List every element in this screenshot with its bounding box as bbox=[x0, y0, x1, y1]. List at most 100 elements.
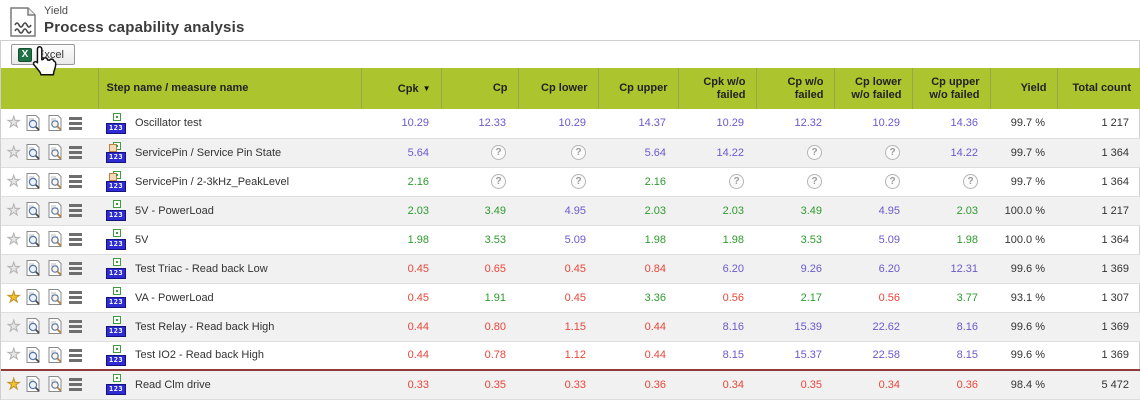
step-type-icon: 123 bbox=[106, 374, 128, 396]
preview-large-button[interactable] bbox=[25, 289, 42, 306]
total-count-value: 5 472 bbox=[1057, 369, 1140, 400]
cp-value: 1.91 bbox=[441, 283, 518, 313]
preview-large-button[interactable] bbox=[25, 144, 42, 161]
column-header-yield[interactable]: Yield bbox=[990, 68, 1058, 109]
cpk-wo-failed-value: 10.29 bbox=[678, 109, 756, 139]
preview-small-button[interactable] bbox=[47, 289, 64, 306]
column-header-step-name[interactable]: Step name / measure name bbox=[98, 68, 362, 109]
cp-upper-value: 14.37 bbox=[598, 109, 678, 139]
unknown-value-icon: ? bbox=[571, 174, 586, 189]
preview-small-button[interactable] bbox=[47, 114, 64, 132]
preview-large-button[interactable] bbox=[25, 231, 42, 248]
cp-lower-wo-failed-value: ? bbox=[834, 167, 912, 197]
preview-large-button[interactable] bbox=[25, 173, 42, 190]
cpk-value: 0.45 bbox=[361, 283, 441, 313]
preview-small-button[interactable] bbox=[47, 260, 64, 277]
favorite-star-icon[interactable]: ★ bbox=[6, 259, 21, 277]
row-menu-button[interactable] bbox=[69, 204, 83, 217]
step-type-icon: 123 bbox=[106, 171, 128, 192]
export-excel-button[interactable]: X Excel bbox=[11, 44, 75, 65]
row-menu-button[interactable] bbox=[69, 262, 83, 275]
cp-upper-value: 0.84 bbox=[598, 254, 678, 284]
table-row: ★ bbox=[1, 196, 1140, 226]
preview-large-button[interactable] bbox=[25, 114, 42, 132]
column-header-cp[interactable]: Cp bbox=[441, 68, 519, 109]
total-count-value: 1 217 bbox=[1057, 109, 1140, 139]
cpk-wo-failed-value: 0.56 bbox=[678, 283, 756, 313]
row-menu-button[interactable] bbox=[69, 146, 83, 159]
cp-value: 0.80 bbox=[441, 312, 518, 342]
cp-lower-value: 0.45 bbox=[518, 254, 598, 284]
cp-lower-value: ? bbox=[518, 167, 598, 197]
cp-upper-wo-failed-value: 2.03 bbox=[912, 196, 990, 226]
page-category: Yield bbox=[44, 5, 69, 17]
preview-large-button[interactable] bbox=[25, 346, 42, 364]
preview-small-button[interactable] bbox=[47, 376, 64, 393]
document-magnifier-small-icon bbox=[48, 318, 62, 334]
cp-upper-wo-failed-value: 8.15 bbox=[912, 341, 990, 371]
favorite-star-icon[interactable]: ★ bbox=[6, 172, 21, 190]
document-magnifier-icon bbox=[26, 144, 41, 160]
column-header-cp-wo-failed[interactable]: Cp w/o failed bbox=[756, 68, 835, 109]
favorite-star-icon[interactable]: ★ bbox=[6, 317, 21, 335]
cpk-value: 0.44 bbox=[361, 312, 441, 342]
cpk-header-label: Cpk bbox=[397, 82, 419, 95]
preview-small-button[interactable] bbox=[47, 173, 64, 190]
total-count-value: 1 364 bbox=[1057, 138, 1140, 168]
total-count-value: 1 364 bbox=[1057, 167, 1140, 197]
preview-large-button[interactable] bbox=[25, 376, 42, 393]
step-name-label: Test Relay - Read back High bbox=[135, 320, 275, 333]
unknown-value-icon: ? bbox=[491, 174, 506, 189]
preview-small-button[interactable] bbox=[47, 202, 64, 219]
preview-small-button[interactable] bbox=[47, 346, 64, 364]
preview-large-button[interactable] bbox=[25, 260, 42, 277]
unknown-value-icon: ? bbox=[571, 145, 586, 160]
step-type-icon: 123 bbox=[106, 112, 128, 134]
table-row: ★ bbox=[1, 341, 1140, 371]
favorite-star-icon[interactable]: ★ bbox=[6, 143, 21, 161]
cp-upper-value: 0.44 bbox=[598, 312, 678, 342]
preview-large-button[interactable] bbox=[25, 318, 42, 335]
preview-small-button[interactable] bbox=[47, 231, 64, 248]
favorite-star-icon[interactable]: ★ bbox=[6, 201, 21, 219]
preview-small-button[interactable] bbox=[47, 144, 64, 161]
row-menu-button[interactable] bbox=[69, 233, 83, 246]
yield-value: 93.1 % bbox=[990, 283, 1057, 313]
row-menu-button[interactable] bbox=[69, 175, 83, 188]
column-header-cp-upper-wo-failed[interactable]: Cp upper w/o failed bbox=[912, 68, 991, 109]
cp-lower-wo-failed-value: 0.34 bbox=[834, 369, 912, 400]
cp-upper-wo-failed-value: 3.77 bbox=[912, 283, 990, 313]
table-row: ★ bbox=[1, 167, 1140, 197]
cp-upper-wo-failed-value: 12.31 bbox=[912, 254, 990, 284]
column-header-cpk[interactable]: Cpk ▼ bbox=[361, 68, 442, 109]
cp-lower-wo-failed-value: 0.56 bbox=[834, 283, 912, 313]
column-header-cp-lower-wo-failed[interactable]: Cp lower w/o failed bbox=[834, 68, 913, 109]
cpk-value: 2.03 bbox=[361, 196, 441, 226]
row-menu-button[interactable] bbox=[69, 116, 83, 130]
unknown-value-icon: ? bbox=[885, 174, 900, 189]
table-row: ★ bbox=[1, 225, 1140, 255]
total-count-value: 1 217 bbox=[1057, 196, 1140, 226]
preview-large-button[interactable] bbox=[25, 202, 42, 219]
favorite-star-icon[interactable]: ★ bbox=[6, 230, 21, 248]
document-magnifier-icon bbox=[26, 376, 41, 393]
favorite-star-icon[interactable]: ★ bbox=[6, 114, 21, 132]
preview-small-button[interactable] bbox=[47, 318, 64, 335]
table-row: ★ bbox=[1, 109, 1140, 139]
cp-upper-wo-failed-value: 0.36 bbox=[912, 369, 990, 400]
table-header-row: Step name / measure name Cpk ▼ Cp Cp lowe… bbox=[1, 68, 1140, 109]
favorite-star-icon[interactable]: ★ bbox=[6, 375, 21, 393]
favorite-star-icon[interactable]: ★ bbox=[6, 288, 21, 306]
favorite-star-icon[interactable]: ★ bbox=[6, 346, 21, 364]
table-row: ★ bbox=[1, 369, 1140, 400]
cpk-value: 2.16 bbox=[361, 167, 441, 197]
row-menu-button[interactable] bbox=[69, 348, 83, 362]
row-menu-button[interactable] bbox=[69, 378, 83, 392]
column-header-cpk-wo-failed[interactable]: Cpk w/o failed bbox=[678, 68, 757, 109]
row-menu-button[interactable] bbox=[69, 320, 83, 333]
row-menu-button[interactable] bbox=[69, 291, 83, 304]
document-magnifier-small-icon bbox=[48, 289, 62, 305]
column-header-total-count[interactable]: Total count bbox=[1057, 68, 1140, 109]
column-header-cp-upper[interactable]: Cp upper bbox=[598, 68, 679, 109]
column-header-cp-lower[interactable]: Cp lower bbox=[518, 68, 599, 109]
